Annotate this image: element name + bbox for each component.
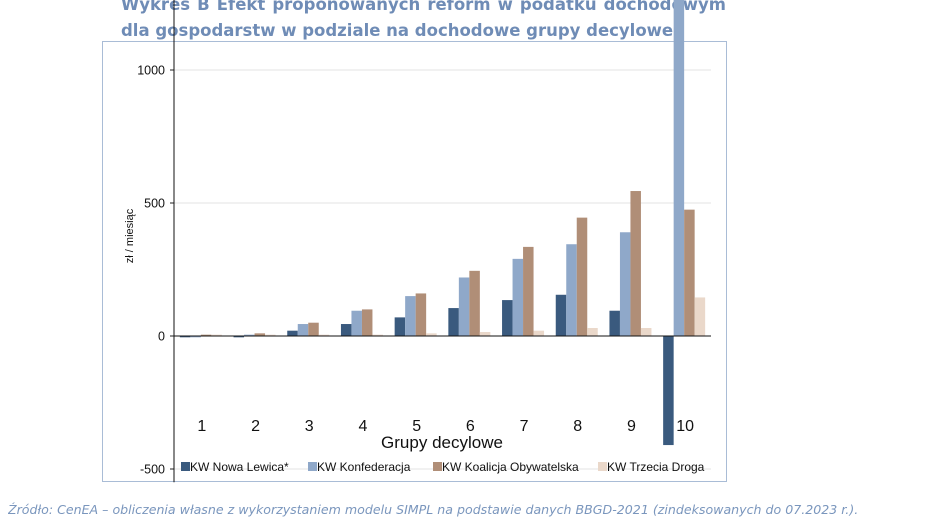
bar bbox=[244, 334, 255, 336]
legend-label: KW Trzecia Droga bbox=[607, 460, 705, 474]
bar bbox=[640, 328, 652, 336]
x-tick-label: 2 bbox=[251, 418, 260, 435]
legend-label: KW Nowa Lewica* bbox=[190, 460, 289, 474]
x-tick-label: 3 bbox=[305, 418, 314, 435]
y-tick-label: -500 bbox=[140, 463, 165, 477]
bar bbox=[576, 217, 588, 336]
bar bbox=[566, 244, 577, 336]
bar bbox=[340, 324, 352, 336]
axes: -500050010001500200012345678910 bbox=[137, 0, 711, 483]
bars bbox=[179, 0, 706, 446]
x-tick-label: 8 bbox=[573, 418, 582, 435]
bar bbox=[673, 0, 685, 336]
bar bbox=[694, 297, 706, 336]
bar bbox=[265, 334, 276, 336]
bar bbox=[415, 293, 427, 336]
bar bbox=[533, 330, 545, 336]
y-axis-label: zł / miesiąc bbox=[124, 208, 136, 263]
legend-swatch bbox=[433, 462, 442, 471]
bar bbox=[502, 300, 513, 336]
x-axis-label: Grupy decylowe bbox=[381, 433, 503, 452]
x-tick-label: 1 bbox=[197, 418, 206, 435]
bar bbox=[630, 191, 641, 336]
legend-label: KW Koalicja Obywatelska bbox=[442, 460, 579, 474]
bar bbox=[233, 336, 245, 338]
bar bbox=[426, 333, 437, 336]
x-tick-label: 9 bbox=[627, 418, 636, 435]
bar bbox=[512, 258, 524, 336]
bar bbox=[684, 209, 695, 336]
x-tick-label: 5 bbox=[412, 418, 421, 435]
bar bbox=[254, 333, 266, 336]
bar bbox=[318, 334, 330, 336]
x-tick-label: 4 bbox=[358, 418, 367, 435]
y-tick-label: 500 bbox=[144, 197, 165, 211]
bar bbox=[469, 270, 480, 336]
bar bbox=[287, 330, 298, 336]
bar bbox=[587, 328, 598, 336]
legend-label: KW Konfederacja bbox=[317, 460, 411, 474]
legend-swatch bbox=[308, 462, 317, 471]
bar bbox=[619, 232, 631, 336]
bar bbox=[351, 310, 362, 336]
x-tick-label: 6 bbox=[466, 418, 475, 435]
legend-swatch bbox=[598, 462, 607, 471]
gridlines bbox=[174, 69, 711, 470]
x-tick-label: 10 bbox=[676, 418, 694, 435]
bar bbox=[211, 334, 222, 336]
bar bbox=[405, 296, 416, 336]
bar bbox=[200, 334, 212, 336]
legend: KW Nowa Lewica* KW Konfederacja KW Koalicj… bbox=[181, 460, 705, 474]
bar bbox=[372, 334, 383, 336]
bar bbox=[663, 336, 674, 446]
y-tick-label: 1000 bbox=[137, 64, 165, 78]
bar bbox=[179, 336, 191, 338]
y-tick-label: 0 bbox=[158, 330, 165, 344]
bar bbox=[394, 317, 406, 336]
bar bbox=[523, 246, 534, 336]
bar bbox=[190, 336, 201, 338]
bar bbox=[448, 308, 459, 336]
bar bbox=[609, 310, 620, 336]
chart-title: Wykres B Efekt proponowanych reform w po… bbox=[121, 0, 726, 40]
bar bbox=[297, 324, 309, 336]
bar bbox=[458, 277, 470, 336]
chart-frame bbox=[102, 41, 727, 482]
bar bbox=[361, 309, 373, 336]
bar bbox=[308, 322, 319, 336]
source-note: Źródło: CenEA – obliczenia własne z wyko… bbox=[8, 502, 859, 517]
legend-swatch bbox=[181, 462, 190, 471]
x-tick-label: 7 bbox=[520, 418, 529, 435]
bar bbox=[555, 294, 567, 336]
bar bbox=[479, 332, 491, 336]
